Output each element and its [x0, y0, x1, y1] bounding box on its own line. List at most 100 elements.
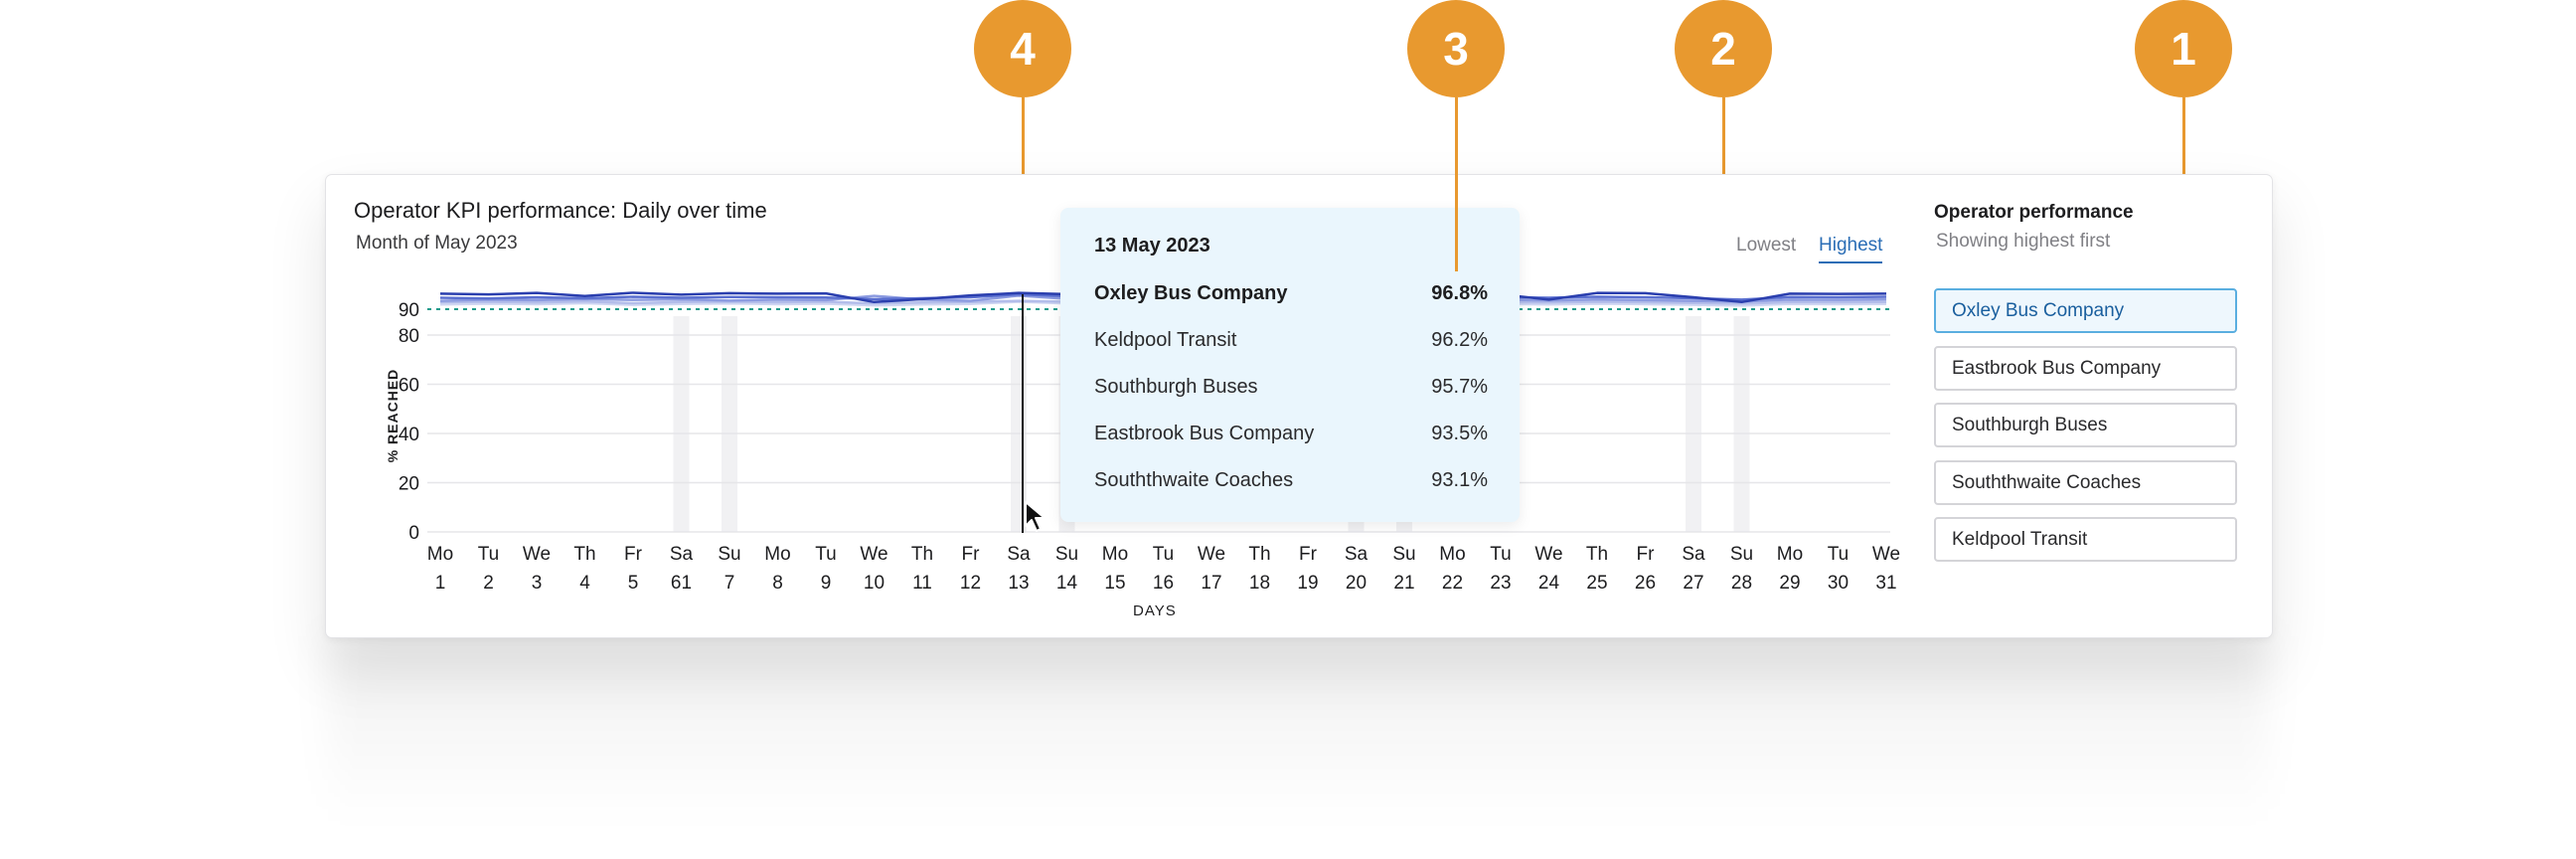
x-tick-day-label: Th [911, 544, 933, 565]
callout-3-number: 3 [1443, 23, 1469, 75]
y-tick-label: 80 [399, 326, 419, 347]
x-tick-day-label: Sa [1345, 544, 1368, 565]
x-tick-day-label: Su [1730, 544, 1753, 565]
x-tick-day-label: Su [718, 544, 740, 565]
callout-4: 4 [974, 0, 1071, 97]
tooltip-operator-name: Oxley Bus Company [1094, 282, 1288, 304]
x-tick-date-label: 5 [628, 573, 639, 594]
x-tick-day-label: We [523, 544, 551, 565]
x-tick-day-label: Mo [1777, 544, 1803, 565]
x-tick-date-label: 25 [1586, 573, 1607, 594]
tooltip-row: Southburgh Buses 95.7% [1094, 376, 1488, 399]
callout-3: 3 [1407, 0, 1505, 97]
callout-2: 2 [1675, 0, 1772, 97]
x-axis-label: DAYS [1133, 602, 1177, 619]
weekend-band [673, 316, 690, 532]
y-tick-label: 60 [399, 376, 419, 397]
x-tick-day-label: Fr [1637, 544, 1656, 565]
tooltip-operator-name: Keldpool Transit [1094, 329, 1237, 351]
x-tick-date-label: 1 [435, 573, 446, 594]
hover-tooltip: 13 May 2023 Oxley Bus Company 96.8% Keld… [1060, 208, 1520, 522]
y-axis-label: % REACHED [385, 368, 401, 463]
x-tick-date-label: 23 [1490, 573, 1511, 594]
sort-highest-tab[interactable]: Highest [1819, 235, 1883, 263]
x-tick-day-label: We [1198, 544, 1225, 565]
chart-subtitle: Month of May 2023 [356, 233, 518, 254]
x-tick-date-label: 14 [1056, 573, 1078, 594]
x-tick-day-label: We [1534, 544, 1562, 565]
x-tick-day-label: Th [1248, 544, 1270, 565]
x-tick-date-label: 4 [579, 573, 590, 594]
x-tick-day-label: Tu [1828, 544, 1849, 565]
x-tick-date-label: 8 [772, 573, 783, 594]
hover-crosshair-line [1022, 294, 1024, 533]
x-tick-date-label: 18 [1249, 573, 1270, 594]
mouse-pointer-icon [1025, 501, 1046, 532]
tooltip-operator-value: 93.5% [1431, 423, 1488, 444]
x-tick-date-label: 31 [1875, 573, 1896, 594]
x-tick-day-label: Sa [1007, 544, 1031, 565]
callout-2-number: 2 [1710, 23, 1736, 75]
x-tick-date-label: 15 [1104, 573, 1125, 594]
x-tick-day-label: Tu [815, 544, 836, 565]
x-tick-day-label: Th [573, 544, 595, 565]
tooltip-row: Oxley Bus Company 96.8% [1094, 282, 1488, 305]
x-tick-date-label: 61 [671, 573, 692, 594]
x-tick-date-label: 10 [864, 573, 885, 594]
tooltip-row: Keldpool Transit 96.2% [1094, 329, 1488, 352]
operator-panel-subtitle: Showing highest first [1936, 231, 2111, 252]
y-tick-label: 0 [408, 523, 419, 544]
x-tick-day-label: Sa [670, 544, 694, 565]
x-tick-date-label: 21 [1393, 573, 1414, 594]
operator-button-oxley[interactable]: Oxley Bus Company [1934, 288, 2237, 333]
x-tick-date-label: 26 [1635, 573, 1656, 594]
x-tick-day-label: Tu [1153, 544, 1174, 565]
tooltip-operator-name: Eastbrook Bus Company [1094, 423, 1315, 444]
x-tick-day-label: Mo [1102, 544, 1128, 565]
operator-panel-title: Operator performance [1934, 202, 2134, 223]
x-tick-day-label: Mo [764, 544, 790, 565]
tooltip-operator-value: 96.2% [1431, 329, 1488, 351]
operator-button-keldpool[interactable]: Keldpool Transit [1934, 517, 2237, 562]
x-tick-date-label: 29 [1779, 573, 1800, 594]
callout-3-line [1455, 97, 1458, 271]
x-tick-date-label: 19 [1297, 573, 1318, 594]
callout-1-number: 1 [2171, 23, 2196, 75]
callout-1: 1 [2135, 0, 2232, 97]
x-tick-day-label: Mo [427, 544, 453, 565]
x-tick-date-label: 11 [912, 573, 932, 594]
x-tick-date-label: 3 [532, 573, 543, 594]
y-tick-label: 40 [399, 425, 419, 445]
tooltip-operator-name: Southburgh Buses [1094, 376, 1258, 398]
y-tick-label: 20 [399, 474, 419, 495]
x-tick-day-label: We [1872, 544, 1900, 565]
x-tick-date-label: 13 [1008, 573, 1029, 594]
x-tick-day-label: Sa [1682, 544, 1705, 565]
tooltip-operator-value: 95.7% [1431, 376, 1488, 398]
callout-4-number: 4 [1010, 23, 1036, 75]
x-tick-day-label: We [860, 544, 887, 565]
sort-lowest-tab[interactable]: Lowest [1736, 235, 1797, 256]
x-tick-day-label: Tu [1490, 544, 1511, 565]
x-tick-date-label: 16 [1153, 573, 1174, 594]
tooltip-date: 13 May 2023 [1094, 235, 1210, 257]
tooltip-row: Souththwaite Coaches 93.1% [1094, 469, 1488, 492]
x-tick-date-label: 7 [724, 573, 735, 594]
weekend-band [722, 316, 737, 532]
chart-title: Operator KPI performance: Daily over tim… [354, 198, 767, 223]
operator-button-souththwaite[interactable]: Souththwaite Coaches [1934, 460, 2237, 505]
x-tick-day-label: Fr [1299, 544, 1318, 565]
x-tick-day-label: Fr [962, 544, 981, 565]
x-tick-date-label: 24 [1538, 573, 1560, 594]
x-tick-day-label: Th [1586, 544, 1608, 565]
tooltip-operator-value: 93.1% [1431, 469, 1488, 491]
operator-button-eastbrook[interactable]: Eastbrook Bus Company [1934, 346, 2237, 391]
tooltip-row: Eastbrook Bus Company 93.5% [1094, 423, 1488, 445]
card-shadow [328, 636, 2268, 825]
x-tick-date-label: 17 [1201, 573, 1221, 594]
x-tick-date-label: 12 [960, 573, 981, 594]
x-tick-day-label: Su [1392, 544, 1415, 565]
x-tick-day-label: Mo [1439, 544, 1465, 565]
weekend-band [1686, 316, 1701, 532]
operator-button-southburgh[interactable]: Southburgh Buses [1934, 403, 2237, 447]
